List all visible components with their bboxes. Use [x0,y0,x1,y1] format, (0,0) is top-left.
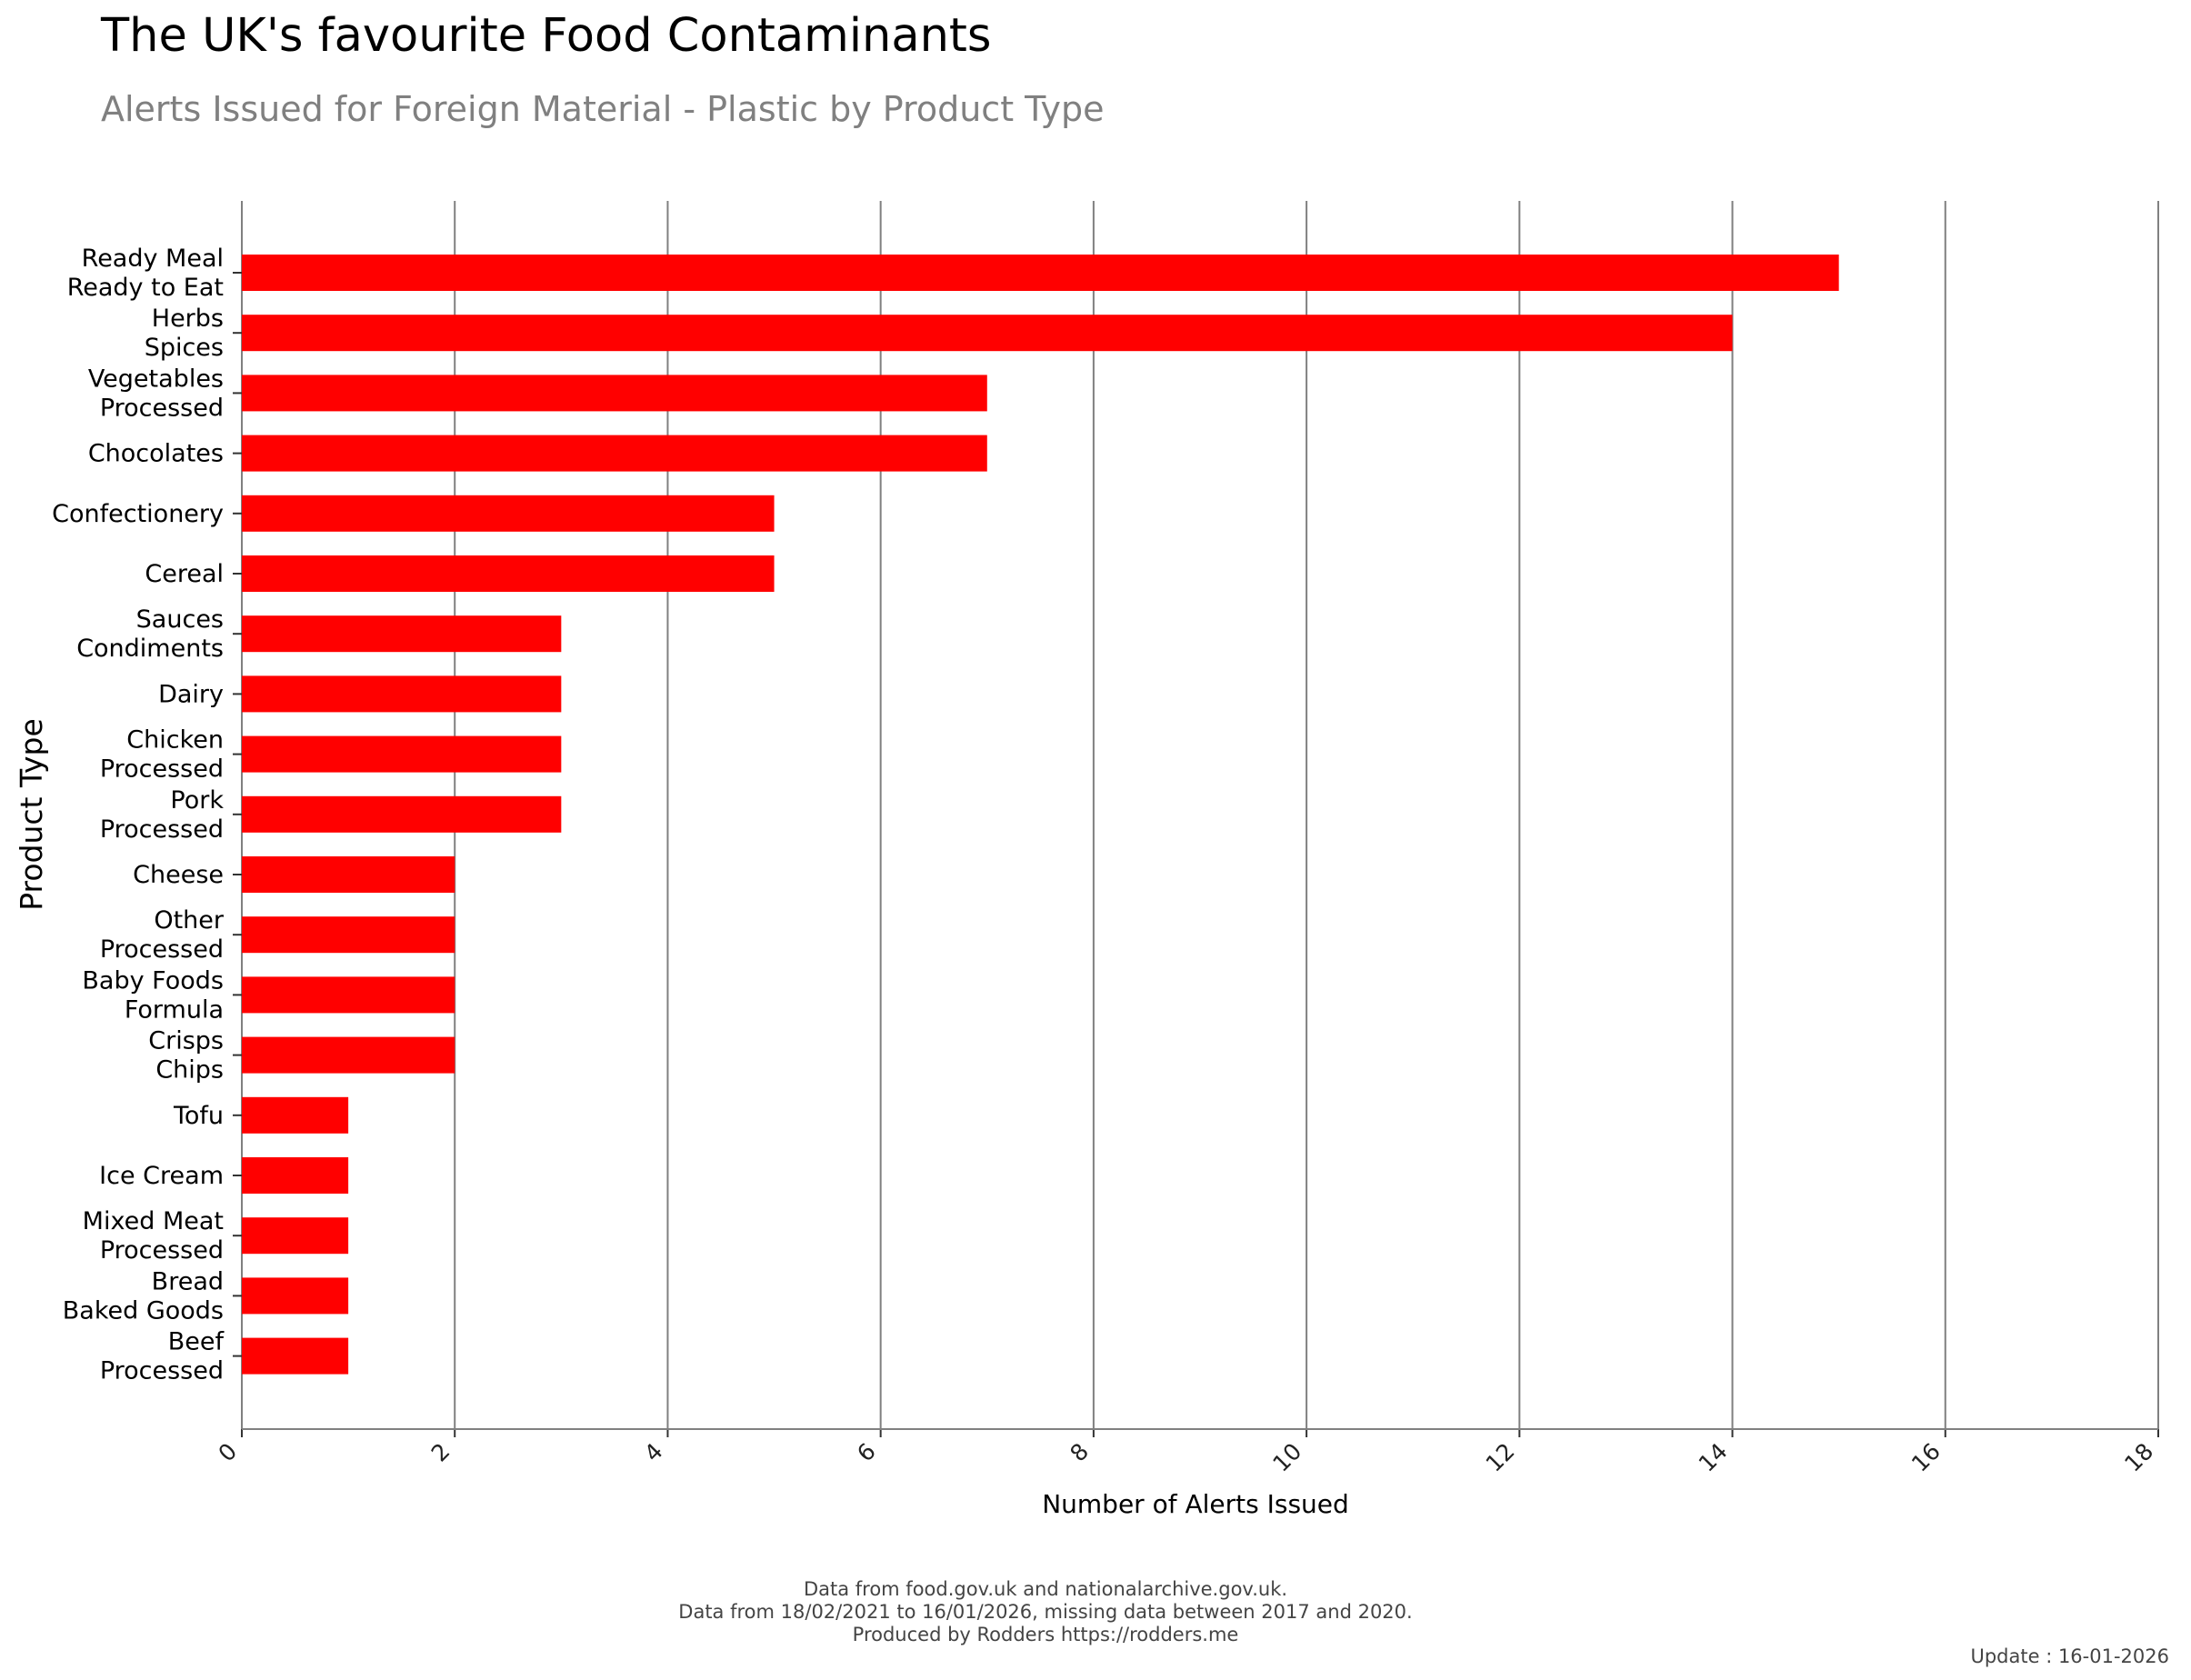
y-category-label: Chicken Processed [100,726,224,784]
bar [242,976,455,1014]
x-tick-label: 18 [2119,1438,2158,1477]
y-category-label: Baby Foods Formula [82,966,224,1024]
y-category-label: Tofu [173,1102,224,1130]
y-axis-title: Product Type [14,718,49,911]
bar [242,675,562,713]
y-category-label: Pork Processed [100,786,225,844]
y-category-label: Dairy [158,680,224,708]
bar [242,435,987,472]
bar [242,375,987,412]
x-tick-label: 2 [426,1438,455,1467]
y-category-label: Other Processed [100,906,225,964]
bar [242,555,775,592]
y-category-label: Vegetables Processed [88,365,224,422]
bar [242,315,1733,352]
axes [233,272,2159,1437]
y-category-label: Beef Processed [100,1328,225,1385]
y-category-label: Confectionery [52,500,224,528]
x-axis-title: Number of Alerts Issued [1042,1489,1349,1519]
x-tick-label: 16 [1906,1438,1946,1477]
y-category-label: Mixed Meat Processed [83,1207,224,1265]
footer-source: Data from food.gov.uk and nationalarchiv… [803,1578,1288,1600]
bar [242,735,562,773]
gridlines [241,201,2159,1429]
y-category-label: Sauces Condiments [76,605,224,663]
bar [242,1096,349,1134]
bar [242,615,562,653]
labels: 0 2 4 6 8 10 12 14 16 18 Ready Meal Ready to EatHer… [14,245,2158,1519]
y-category-label: Chocolates [88,440,224,468]
y-category-label: Cheese [133,861,224,889]
bar [242,495,775,532]
x-tick-label: 14 [1694,1438,1733,1477]
bar [242,1217,349,1255]
y-category-label: Ready Meal Ready to Eat [67,245,224,302]
x-tick-label: 6 [852,1438,881,1467]
x-tick-label: 4 [639,1438,668,1467]
y-category-label: Crisps Chips [148,1027,224,1085]
y-category-label: Ice Cream [99,1162,224,1190]
footer-credit: Produced by Rodders https://rodders.me [852,1624,1239,1645]
update-date: Update : 16-01-2026 [1970,1645,2169,1667]
bar [242,1277,349,1315]
y-category-label: Herbs Spices [145,305,224,362]
bar [242,795,562,833]
bar [242,1036,455,1074]
bar [242,856,455,893]
chart-title: The UK's favourite Food Contaminants [101,9,992,63]
chart-subtitle: Alerts Issued for Foreign Material - Pla… [101,89,1105,129]
footer-date-range: Data from 18/02/2021 to 16/01/2026, miss… [678,1601,1413,1623]
bar [242,916,455,954]
bar [242,255,1839,291]
x-tick-label: 0 [213,1438,242,1467]
bar [242,1157,349,1194]
bar [242,1337,349,1375]
x-tick-label: 12 [1481,1438,1520,1477]
x-tick-label: 8 [1065,1438,1094,1467]
y-category-label: Cereal [145,560,224,588]
bars [242,255,1839,1375]
y-category-label: Bread Baked Goods [63,1267,224,1325]
x-tick-label: 10 [1267,1438,1306,1477]
